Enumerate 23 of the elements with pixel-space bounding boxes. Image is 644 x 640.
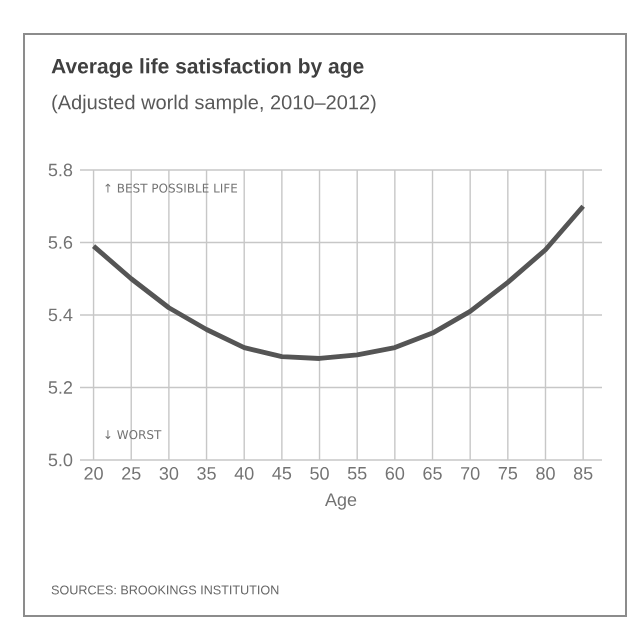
chart-title: Average life satisfaction by age <box>51 58 364 78</box>
x-tick-label: 80 <box>536 467 555 480</box>
y-tick-label: 5.8 <box>48 163 73 177</box>
x-tick-label: 50 <box>310 467 329 480</box>
chart-subtitle: (Adjusted world sample, 2010–2012) <box>52 94 376 114</box>
x-tick-label: 65 <box>423 467 442 480</box>
y-tick-label: 5.2 <box>48 381 73 394</box>
x-tick-label: 70 <box>461 467 480 480</box>
x-tick-label: 60 <box>385 467 405 480</box>
x-tick-label: 75 <box>498 467 518 480</box>
x-tick-label: 85 <box>573 467 593 480</box>
y-tick-label: 5.6 <box>48 236 73 249</box>
x-tick-label: 35 <box>197 467 216 480</box>
x-tick-label: 20 <box>84 467 103 480</box>
y-tick-label: 5.0 <box>48 453 73 467</box>
line-series <box>91 203 586 361</box>
y-tick-label: 5.4 <box>48 308 73 322</box>
x-tick-label: 45 <box>272 467 292 480</box>
x-tick-label: 30 <box>159 467 179 480</box>
x-tick-label: 55 <box>347 467 367 480</box>
x-tick-label: 25 <box>122 467 141 480</box>
x-tick-label: 40 <box>234 467 254 480</box>
x-axis-title: Age <box>325 493 357 510</box>
